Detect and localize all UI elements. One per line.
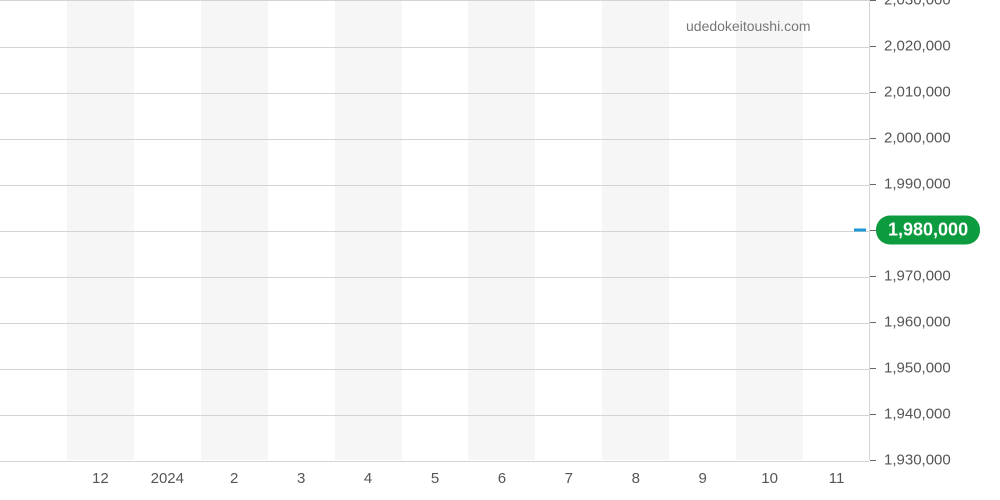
y-gridline (0, 231, 869, 232)
y-gridline (0, 461, 869, 462)
y-tick (870, 414, 876, 415)
y-gridline (0, 323, 869, 324)
y-gridline (0, 93, 869, 94)
x-axis-label: 11 (829, 470, 845, 487)
y-gridline (0, 369, 869, 370)
y-axis-label: 1,990,000 (884, 176, 951, 193)
x-axis-label: 6 (498, 470, 506, 487)
x-axis-label: 7 (565, 470, 573, 487)
watermark-text: udedokeitoushi.com (686, 18, 811, 34)
x-axis-label: 9 (699, 470, 707, 487)
y-gridline (0, 277, 869, 278)
y-tick (870, 46, 876, 47)
price-badge: 1,980,000 (876, 216, 980, 245)
x-axis-label: 10 (761, 470, 778, 487)
y-axis-label: 2,010,000 (884, 84, 951, 101)
y-gridline (0, 47, 869, 48)
plot-area (0, 0, 870, 460)
current-price-marker (854, 229, 866, 232)
x-axis-label: 12 (92, 470, 109, 487)
y-axis-label: 1,970,000 (884, 268, 951, 285)
y-tick (870, 460, 876, 461)
y-tick (870, 276, 876, 277)
y-tick (870, 138, 876, 139)
x-axis-label: 2 (230, 470, 238, 487)
y-axis-label: 1,930,000 (884, 452, 951, 469)
price-chart: 2,030,000 2,020,000 2,010,000 2,000,000 1,99… (0, 0, 1000, 500)
x-axis-label: 2024 (151, 470, 184, 487)
y-tick (870, 184, 876, 185)
y-tick (870, 0, 876, 1)
x-axis-label: 8 (632, 470, 640, 487)
y-axis-label: 2,020,000 (884, 38, 951, 55)
y-gridline (0, 185, 869, 186)
y-axis-label: 1,960,000 (884, 314, 951, 331)
y-tick (870, 92, 876, 93)
y-tick (870, 322, 876, 323)
y-tick (870, 368, 876, 369)
y-axis-label: 2,000,000 (884, 130, 951, 147)
x-axis-label: 3 (297, 470, 305, 487)
y-gridline (0, 139, 869, 140)
y-axis-label: 1,950,000 (884, 360, 951, 377)
x-axis-label: 5 (431, 470, 439, 487)
y-gridline (0, 415, 869, 416)
y-axis-label: 2,030,000 (884, 0, 951, 9)
x-axis-label: 4 (364, 470, 372, 487)
y-axis-label: 1,940,000 (884, 406, 951, 423)
